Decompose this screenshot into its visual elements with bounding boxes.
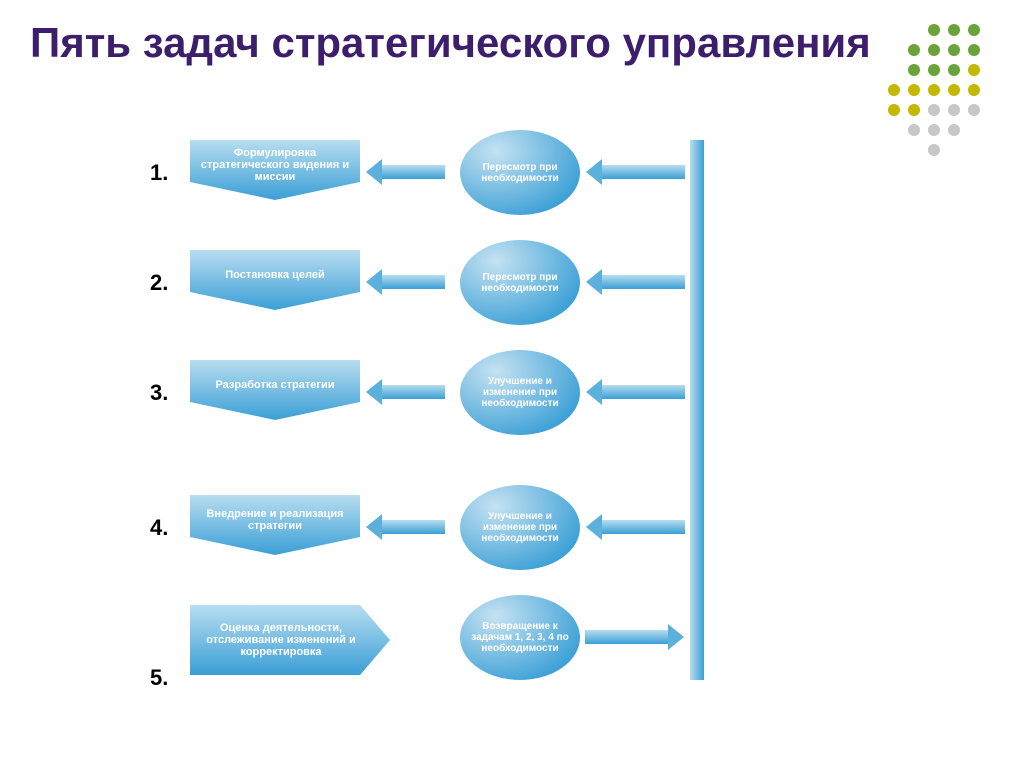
flowchart-row-4: 4.Внедрение и реализация стратегииУлучше… [150,495,790,595]
arrow [380,385,445,399]
arrow [600,275,685,289]
decorative-dots [884,20,1004,180]
flowchart: 1. Формулировка стратегического видения и… [150,140,790,740]
arrow [380,275,445,289]
feedback-circle: Улучшение и изменение при необходимости [460,350,580,435]
row-number: 5. [150,665,168,691]
flowchart-row-1: 1. Формулировка стратегического видения и… [150,140,790,240]
flowchart-row-3: 3.Разработка стратегииУлучшение и измене… [150,360,790,460]
task-box: Формулировка стратегического видения и м… [190,140,360,200]
row-number: 3. [150,380,168,406]
arrow [600,385,685,399]
arrow [600,165,685,179]
task-box: Постановка целей [190,250,360,310]
feedback-circle: Улучшение и изменение при необходимости [460,485,580,570]
arrow [380,520,445,534]
arrow [380,165,445,179]
arrow [600,520,685,534]
row-number: 1. [150,160,168,186]
task-box: Оценка деятельности, отслеживание измене… [190,605,390,675]
feedback-circle: Пересмотр при необходимости [460,240,580,325]
task-box: Внедрение и реализация стратегии [190,495,360,555]
row-number: 4. [150,515,168,541]
page-title: Пять задач стратегического управления [30,20,871,66]
feedback-circle: Возвращение к задачам 1, 2, 3, 4 по необ… [460,595,580,680]
task-box: Разработка стратегии [190,360,360,420]
row-number: 2. [150,270,168,296]
arrow [585,630,670,644]
feedback-circle: Пересмотр при необходимости [460,130,580,215]
flowchart-row-2: 2.Постановка целейПересмотр при необходи… [150,250,790,350]
flowchart-row-5: 5. Оценка деятельности, отслеживание изме… [150,605,790,705]
